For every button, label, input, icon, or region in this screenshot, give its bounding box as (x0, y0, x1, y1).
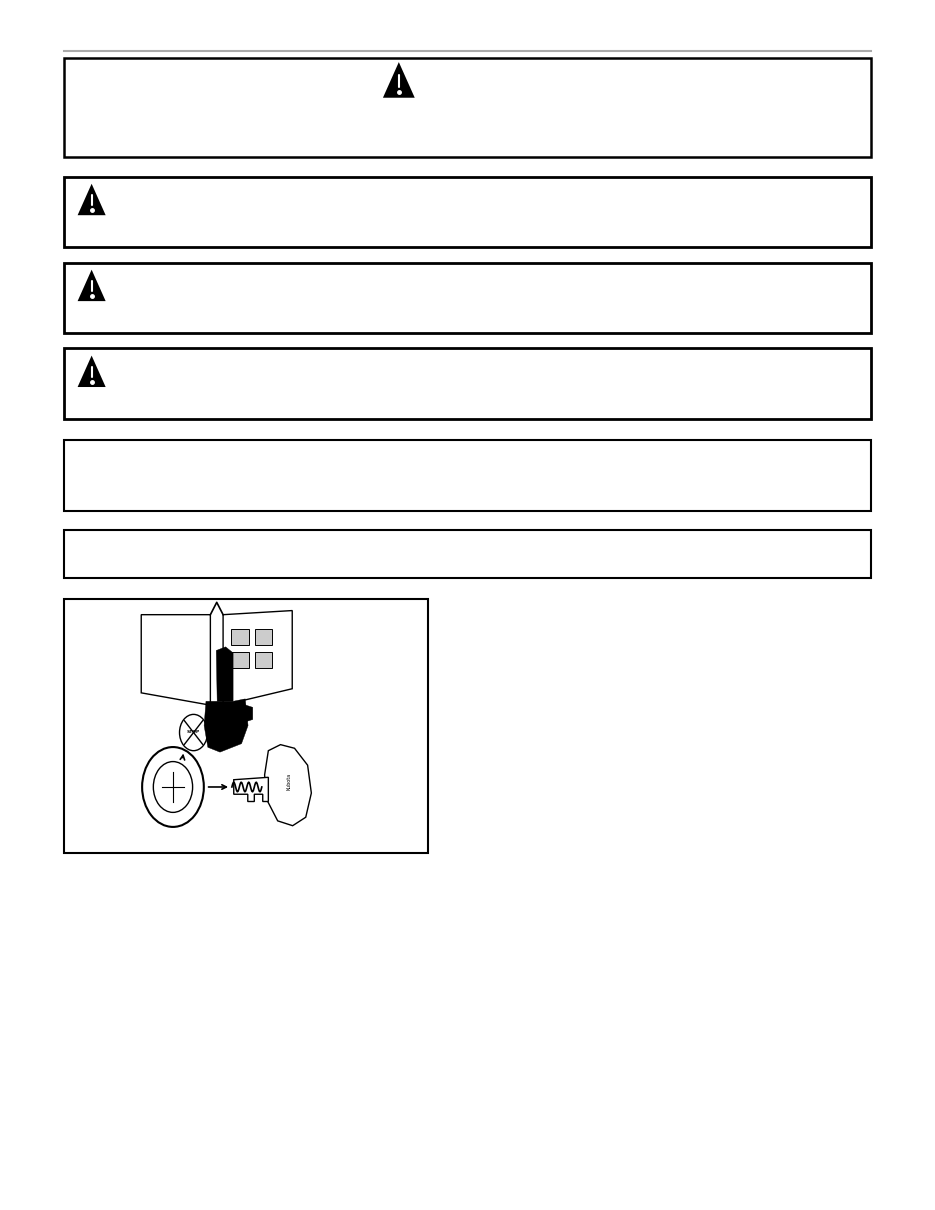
Polygon shape (78, 270, 106, 301)
Bar (231, 629, 249, 645)
Bar (64, 263, 871, 333)
Bar (64, 58, 871, 157)
Polygon shape (265, 744, 311, 825)
Circle shape (153, 761, 193, 812)
Circle shape (180, 714, 208, 750)
Bar (255, 652, 272, 668)
Text: STOP: STOP (187, 730, 200, 734)
Polygon shape (141, 615, 210, 705)
Polygon shape (234, 777, 268, 801)
Bar (255, 629, 272, 645)
Polygon shape (216, 647, 233, 702)
Bar (64, 530, 871, 578)
Polygon shape (223, 611, 293, 705)
Polygon shape (204, 699, 248, 753)
Text: Kubota: Kubota (286, 772, 292, 790)
Bar (64, 177, 871, 247)
Polygon shape (78, 184, 106, 215)
Bar (64, 348, 871, 419)
Bar (64, 599, 428, 853)
Polygon shape (78, 356, 106, 387)
Bar (231, 652, 249, 668)
Polygon shape (383, 62, 415, 98)
Polygon shape (241, 704, 252, 724)
Circle shape (142, 747, 204, 826)
Bar (64, 440, 871, 511)
